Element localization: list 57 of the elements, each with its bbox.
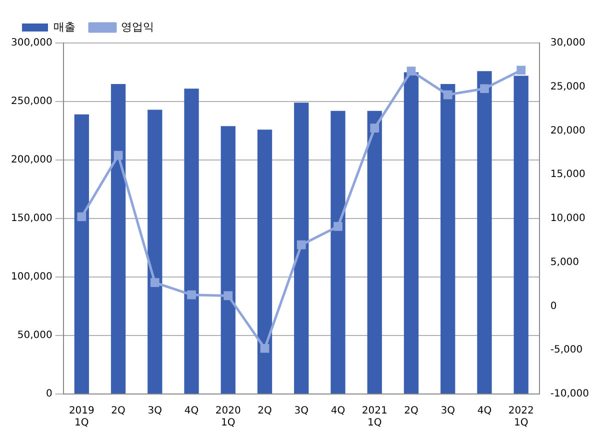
bar <box>257 130 272 394</box>
y2-tick-label: 15,000 <box>550 169 586 180</box>
y-tick-label: 250,000 <box>10 96 52 108</box>
bar <box>514 76 528 394</box>
x-tick-label: 2Q <box>258 406 272 417</box>
y2-tick-label: 10,000 <box>550 213 586 224</box>
legend-label: 매출 <box>54 20 76 34</box>
y2-tick-label: 20,000 <box>550 125 586 136</box>
x-tick-label: 4Q <box>184 406 199 417</box>
point <box>443 90 452 100</box>
x-tick-label: 3Q <box>440 406 456 417</box>
bar <box>367 110 382 394</box>
point <box>187 290 196 300</box>
bar <box>220 126 236 394</box>
point <box>370 124 380 133</box>
bar <box>330 110 346 394</box>
bar <box>477 71 492 394</box>
point <box>114 150 123 160</box>
point <box>296 240 306 250</box>
y-tick-label: 100,000 <box>10 272 52 283</box>
x-tick-label: 2021 1Q <box>362 406 388 429</box>
bar <box>148 110 162 394</box>
point <box>406 66 416 76</box>
point <box>260 344 270 353</box>
y2-tick-label: 25,000 <box>550 81 586 92</box>
y-tick-label: 0 <box>46 388 52 400</box>
point <box>150 278 160 287</box>
y-tick-label: 200,000 <box>10 154 52 166</box>
y2-tick-label: 0 <box>550 300 557 312</box>
x-tick-label: 2Q <box>404 406 418 417</box>
y-tick-label: 150,000 <box>10 213 52 224</box>
x-tick-label: 2Q <box>111 406 126 417</box>
point <box>480 84 489 94</box>
y-tick-label: 300,000 <box>10 38 52 49</box>
x-tick-label: 2020 1Q <box>215 406 241 429</box>
bar <box>184 88 199 394</box>
y2-tick-label: -5,000 <box>550 344 583 356</box>
y-tick-label: 50,000 <box>17 330 52 342</box>
x-tick-label: 4Q <box>330 406 346 417</box>
x-tick-label: 3Q <box>294 406 309 417</box>
x-tick-label: 3Q <box>148 406 162 417</box>
point <box>516 66 526 75</box>
point <box>334 222 342 231</box>
bar <box>440 84 456 394</box>
y2-tick-label: -10,000 <box>550 388 590 400</box>
bar <box>74 114 89 394</box>
y2-tick-label: 30,000 <box>550 38 586 49</box>
x-tick-label: 2022 1Q <box>508 406 534 429</box>
point <box>77 212 86 222</box>
x-tick-label: 4Q <box>477 406 492 417</box>
bar <box>294 102 309 394</box>
x-tick-label: 2019 1Q <box>68 406 94 429</box>
bar <box>404 72 419 394</box>
bar <box>110 84 126 394</box>
point <box>224 291 233 300</box>
y2-tick-label: 5,000 <box>550 256 580 268</box>
legend-label: 영업익 <box>121 20 154 34</box>
